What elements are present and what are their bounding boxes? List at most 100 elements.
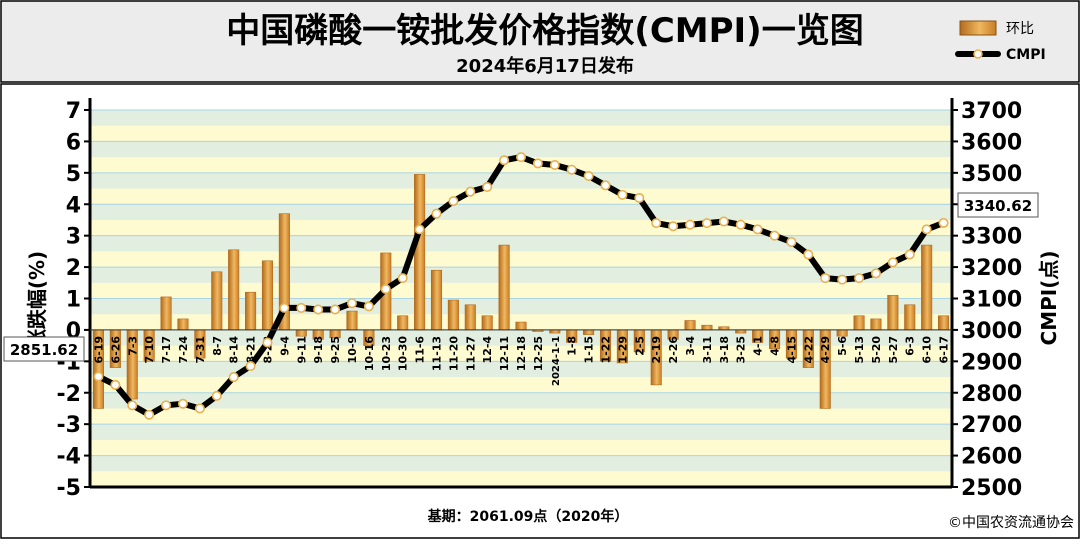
chart-subtitle: 2024年6月17日发布: [456, 55, 634, 77]
cmpi-point-2-26: [668, 221, 679, 232]
bar-3-4: [684, 320, 696, 331]
cmpi-point-5-6: [837, 274, 848, 285]
x-tick-label: 8-7: [211, 336, 224, 356]
bar-12-4: [481, 315, 493, 331]
bar-5-20: [870, 318, 882, 331]
cmpi-point-5-20: [870, 268, 881, 279]
y-left-tick-label: -5: [57, 476, 81, 501]
x-tick-label: 3-25: [735, 336, 748, 364]
x-tick-label: 1-8: [566, 336, 579, 356]
cmpi-point-3-11: [701, 218, 712, 229]
bar-1-15: [583, 329, 595, 335]
bar-12-11: [498, 244, 510, 331]
cmpi-point-6-17: [938, 217, 949, 228]
x-tick-label: 6-17: [938, 336, 951, 364]
bar-11-27: [464, 304, 476, 331]
plot-stripe: [90, 235, 952, 252]
cmpi-point-8-7: [211, 390, 222, 401]
y-right-tick-label: 2500: [961, 476, 1022, 501]
y-right-axis-title: CMPI(点): [1037, 251, 1061, 346]
cmpi-point-12-25: [532, 158, 543, 169]
y-right-tick-label: 2800: [961, 382, 1022, 407]
plot-stripe: [90, 392, 952, 409]
plot-stripe: [90, 141, 952, 158]
y-left-tick-label: 7: [66, 99, 81, 124]
y-right-tick-label: 3300: [961, 225, 1022, 250]
cmpi-point-8-14: [228, 372, 239, 383]
bar-12-18: [515, 321, 527, 331]
x-tick-label: 6-26: [109, 336, 122, 364]
y-left-tick-label: 6: [66, 130, 81, 155]
y-left-tick-label: 3: [66, 225, 81, 250]
cmpi-point-2024-1-1: [549, 159, 560, 170]
cmpi-point-4-29: [820, 273, 831, 284]
cmpi-point-10-23: [380, 284, 391, 295]
x-tick-label: 5-6: [836, 336, 849, 356]
x-tick-label: 8-14: [228, 336, 241, 364]
bar-8-14: [228, 249, 240, 331]
y-right-tick-label: 2900: [961, 350, 1022, 375]
bar-8-7: [211, 271, 223, 331]
cmpi-point-9-11: [296, 302, 307, 313]
cmpi-point-1-29: [617, 189, 628, 200]
y-left-axis-title: 涨跌幅(%): [25, 251, 49, 349]
bar-6-17: [938, 315, 950, 331]
cmpi-point-3-4: [685, 219, 696, 230]
legend-line-marker: [973, 49, 983, 59]
cmpi-point-11-13: [431, 208, 442, 219]
legend: 环比 CMPI: [955, 20, 1046, 63]
cmpi-point-9-18: [313, 304, 324, 315]
bar-11-13: [430, 269, 443, 331]
bar-3-11: [701, 324, 713, 331]
bar-6-3: [904, 304, 916, 331]
chart-title: 中国磷酸一铵批发价格指数(CMPI)一览图: [226, 11, 863, 51]
first-value-label: 2851.62: [10, 341, 78, 359]
y-right-tick-label: 3000: [961, 319, 1022, 344]
cmpi-point-2-19: [651, 218, 662, 229]
x-tick-label: 4-1: [752, 336, 765, 356]
x-tick-label: 4-29: [819, 336, 832, 364]
first-value-callout: 2851.62: [3, 336, 85, 362]
x-tick-label: 9-11: [295, 336, 308, 364]
cmpi-point-6-26: [110, 379, 121, 390]
cmpi-point-4-22: [803, 249, 814, 260]
y-right-tick-label: 3700: [961, 99, 1022, 124]
x-tick-label: 1-15: [583, 336, 596, 364]
legend-bar-label: 环比: [1006, 21, 1034, 37]
bar-10-30: [397, 315, 409, 331]
x-tick-label: 3-11: [701, 336, 714, 364]
bar-11-20: [447, 299, 459, 331]
legend-bar-swatch: [959, 20, 997, 36]
cmpi-point-9-4: [279, 302, 290, 313]
x-tick-label: 4-8: [769, 336, 782, 356]
x-tick-label: 1-22: [600, 336, 613, 364]
cmpi-point-11-20: [448, 196, 459, 207]
y-left-tick-label: 5: [66, 162, 81, 187]
bar-5-6: [836, 329, 848, 337]
x-tick-label: 11-20: [447, 336, 460, 372]
x-tick-label: 11-13: [430, 336, 443, 371]
cmpi-point-1-8: [566, 164, 577, 175]
x-tick-label: 7-31: [194, 336, 207, 364]
cmpi-point-12-11: [499, 155, 510, 166]
x-tick-label: 9-4: [278, 336, 291, 356]
y-right-tick-label: 3600: [961, 130, 1022, 155]
cmpi-point-8-28: [262, 337, 273, 348]
x-tick-label: 6-10: [921, 336, 934, 364]
cmpi-point-11-27: [465, 186, 476, 197]
x-tick-label: 7-10: [143, 336, 156, 364]
last-value-label: 3340.62: [964, 197, 1032, 215]
x-tick-label: 9-18: [312, 336, 325, 364]
base-period-note: 基期：2061.09点（2020年）: [428, 508, 629, 525]
x-tick-label: 2-5: [633, 336, 646, 356]
bar-7-17: [160, 296, 172, 331]
cmpi-point-4-8: [769, 230, 780, 241]
plot-stripe: [90, 455, 952, 472]
plot-stripe: [90, 110, 952, 126]
x-tick-label: 7-17: [160, 336, 173, 364]
cmpi-point-5-13: [854, 273, 865, 284]
plot-stripe: [90, 172, 952, 189]
plot-stripe: [90, 424, 952, 440]
bar-7-24: [177, 318, 189, 331]
